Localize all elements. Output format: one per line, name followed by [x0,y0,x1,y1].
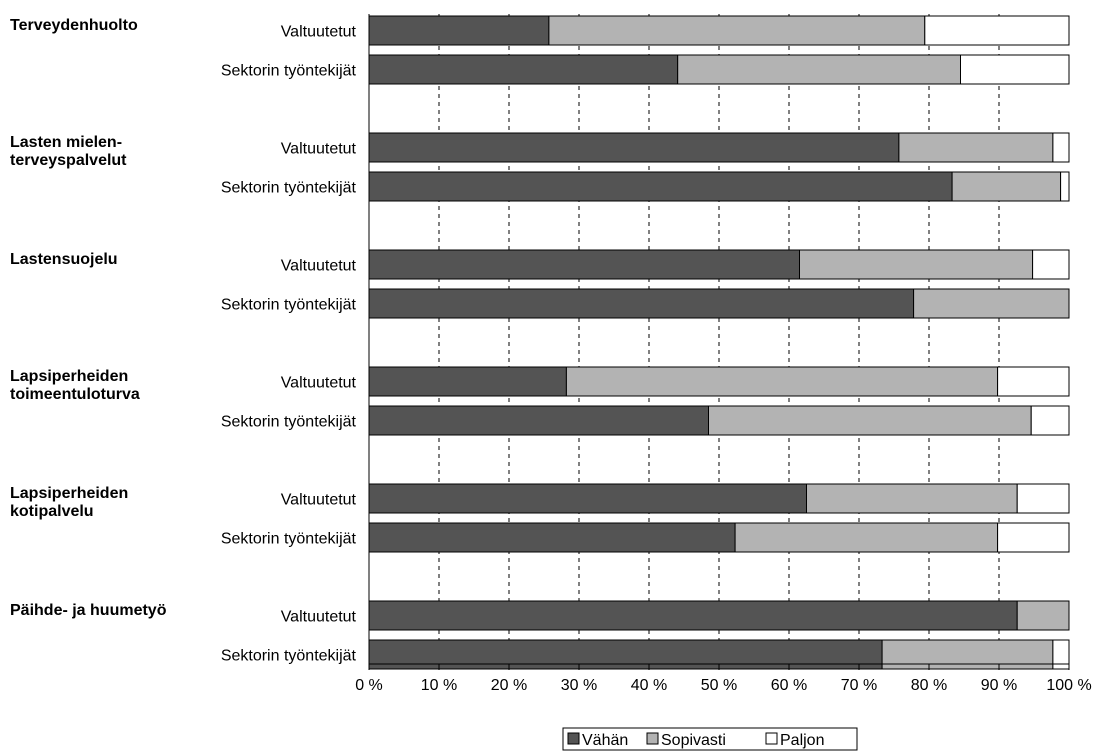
category-label: Valtuutetut [281,375,357,392]
category-label: Valtuutetut [281,492,357,509]
x-tick-label: 40 % [631,677,667,694]
category-label: Sektorin työntekijät [221,648,357,665]
category-label: Valtuutetut [281,141,357,158]
bar-segment-vähän [368,249,800,280]
legend-box [562,727,858,751]
category-label: Valtuutetut [281,24,357,41]
category-labels: Terveydenhuolto Valtuutetut Sektorin työnt… [10,17,357,665]
bar-segment-paljon [1032,249,1070,280]
bar-segment-vähän [368,15,550,46]
bar-segment-sopivasti [913,288,1070,319]
legend-label-sopivasti: Sopivasti [661,732,726,749]
bar-segment-paljon [924,15,1070,46]
grid-lines [438,14,1000,664]
bar-segment-paljon [997,522,1070,553]
bar-segment-sopivasti [548,15,926,46]
bar-segment-vähän [368,366,567,397]
bar-segment-paljon [1052,132,1070,163]
x-tick-label: 30 % [561,677,597,694]
bar-segment-sopivasti [734,522,999,553]
bar-segment-sopivasti [1016,600,1070,631]
category-label: Sektorin työntekijät [221,531,357,548]
bar-segment-sopivasti [565,366,999,397]
bar-segment-vähän [368,483,807,514]
bar-segment-vähän [368,639,883,670]
category-label: Sektorin työntekijät [221,414,357,431]
group-label: Terveydenhuolto [10,17,138,34]
category-label: Valtuutetut [281,609,357,626]
x-tick-label: 100 % [1046,677,1091,694]
bar-segment-paljon [1060,171,1070,202]
category-label: Sektorin työntekijät [221,180,357,197]
group-label: Päihde- ja huumetyö [10,602,167,619]
category-label: Valtuutetut [281,258,357,275]
bar-segment-paljon [1052,639,1070,670]
x-tick-label: 0 % [355,677,383,694]
bar-segment-sopivasti [708,405,1032,436]
x-axis: 0 % 10 % 20 % 30 % 40 % 50 % 60 % 70 % 80 % 90 % 1… [355,14,1092,694]
x-tick-label: 20 % [491,677,527,694]
group-label: Lapsiperheiden kotipalvelu [10,485,128,520]
x-tick-label: 70 % [841,677,877,694]
bar-segment-vähän [368,54,679,85]
bar-segment-sopivasti [881,639,1054,670]
bar-segment-paljon [960,54,1070,85]
bar-segment-vähän [368,522,736,553]
x-tick-label: 50 % [701,677,737,694]
bar-segment-paljon [1016,483,1070,514]
category-label: Sektorin työntekijät [221,63,357,80]
x-tick-label: 80 % [911,677,947,694]
bar-segment-sopivasti [677,54,961,85]
bar-segment-sopivasti [951,171,1062,202]
bar-segment-sopivasti [898,132,1054,163]
bar-segment-vähän [368,288,915,319]
x-tick-label: 10 % [421,677,457,694]
bars [368,15,1070,670]
x-tick-label: 60 % [771,677,807,694]
legend-label-paljon: Paljon [780,732,824,749]
bar-segment-paljon [1030,405,1070,436]
bar-segment-vähän [368,171,953,202]
legend: Vähän Sopivasti Paljon [562,727,858,751]
group-label: Lapsiperheiden toimeentuloturva [10,368,140,403]
legend-label-vähän: Vähän [582,732,628,749]
group-label: Lasten mielen-terveyspalvelut [10,134,127,169]
legend-swatch-paljon [765,732,778,745]
bar-segment-vähän [368,600,1018,631]
x-tick-label: 90 % [981,677,1017,694]
bar-segment-sopivasti [799,249,1034,280]
category-label: Sektorin työntekijät [221,297,357,314]
legend-swatch-sopivasti [646,732,659,745]
bar-segment-vähän [368,405,709,436]
bar-segment-paljon [997,366,1070,397]
legend-swatch-vähän [567,732,580,745]
bar-segment-vähän [368,132,900,163]
bar-segment-sopivasti [806,483,1018,514]
group-label: Lastensuojelu [10,251,118,268]
